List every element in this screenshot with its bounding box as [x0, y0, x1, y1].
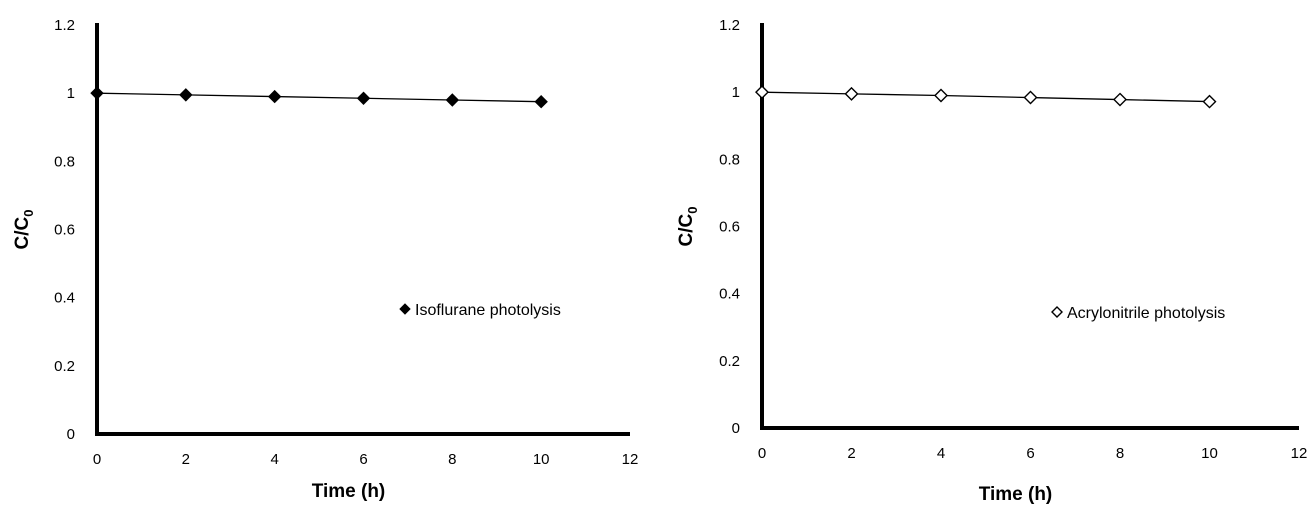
x-tick-label: 2	[182, 451, 190, 468]
x-tick-label: 10	[533, 451, 550, 468]
x-tick-label: 4	[937, 445, 945, 462]
x-tick-label: 0	[93, 451, 101, 468]
data-point-marker	[356, 91, 371, 105]
x-tick-label: 12	[1291, 445, 1308, 462]
y-axis-title: C/C0	[12, 210, 36, 250]
y-tick-label: 1	[732, 84, 740, 101]
x-tick-label: 0	[758, 445, 766, 462]
data-point-marker	[267, 89, 282, 104]
x-tick-label: 10	[1201, 445, 1218, 462]
y-tick-label: 1.2	[719, 17, 740, 34]
x-tick-label: 2	[847, 445, 855, 462]
y-axis-title-main: C/C	[676, 213, 697, 246]
data-point-marker	[90, 86, 104, 100]
y-axis-title-subscript: 0	[685, 207, 700, 214]
x-tick-label: 8	[448, 451, 456, 468]
data-point-marker	[534, 94, 548, 109]
legend-label: Isoflurane photolysis	[415, 302, 561, 319]
x-tick-label: 8	[1116, 445, 1124, 462]
data-point-marker	[844, 86, 859, 101]
data-point-marker	[1202, 94, 1217, 109]
y-axis-title-subscript: 0	[21, 210, 36, 217]
x-tick-label: 6	[359, 451, 367, 468]
data-point-marker	[1023, 90, 1038, 105]
x-tick-label: 4	[270, 451, 278, 468]
data-point-marker	[755, 85, 769, 100]
x-tick-label: 12	[622, 451, 639, 468]
data-point-marker	[1113, 92, 1127, 107]
y-axis-title-main: C/C	[12, 216, 33, 249]
x-axis-title: Time (h)	[312, 481, 386, 502]
y-tick-label: 0.4	[54, 290, 75, 307]
x-tick-label: 6	[1026, 445, 1034, 462]
y-tick-label: 1	[67, 85, 75, 102]
y-tick-label: 1.2	[54, 17, 75, 34]
data-point-marker	[179, 88, 193, 102]
y-tick-label: 0.4	[719, 286, 740, 303]
x-axis-title: Time (h)	[979, 484, 1053, 505]
data-point-marker	[445, 93, 460, 107]
legend-marker	[399, 303, 411, 315]
y-tick-label: 0	[732, 420, 740, 437]
y-tick-label: 0.2	[719, 353, 740, 370]
y-tick-label: 0.6	[54, 222, 75, 239]
y-tick-label: 0.6	[719, 219, 740, 236]
y-tick-label: 0.2	[54, 358, 75, 375]
y-axis-title: C/C0	[676, 207, 700, 247]
series-line	[96, 92, 542, 103]
data-point-marker	[934, 88, 948, 103]
legend-label: Acrylonitrile photolysis	[1067, 305, 1225, 322]
y-tick-label: 0.8	[54, 153, 75, 170]
y-tick-label: 0.8	[719, 151, 740, 168]
legend-marker	[1051, 306, 1063, 318]
y-tick-label: 0	[67, 426, 75, 443]
series-line	[761, 91, 1210, 103]
